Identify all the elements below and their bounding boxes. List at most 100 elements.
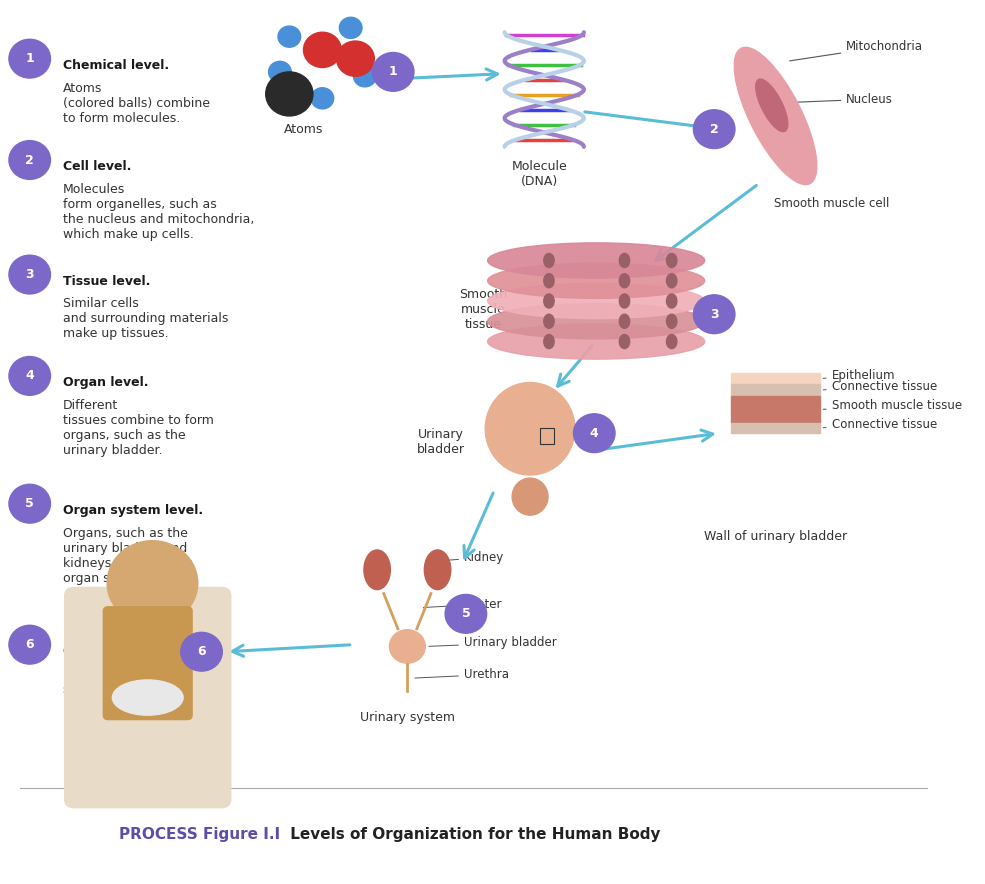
Text: Different
tissues combine to form
organs, such as the
urinary bladder.: Different tissues combine to form organs… xyxy=(63,399,214,457)
Text: Ureter: Ureter xyxy=(424,598,501,611)
Text: Smooth
muscle
tissue: Smooth muscle tissue xyxy=(459,288,507,332)
Text: Molecule
(DNA): Molecule (DNA) xyxy=(511,160,567,188)
Text: Similar cells
and surrounding materials
make up tissues.: Similar cells and surrounding materials … xyxy=(63,298,229,340)
Text: Chemical level.: Chemical level. xyxy=(63,58,168,72)
Ellipse shape xyxy=(620,294,629,308)
Ellipse shape xyxy=(620,314,629,328)
Circle shape xyxy=(107,541,198,625)
Text: Urethra: Urethra xyxy=(415,668,509,682)
Text: Smooth muscle cell: Smooth muscle cell xyxy=(774,197,889,210)
Ellipse shape xyxy=(620,274,629,288)
Text: Urinary
bladder: Urinary bladder xyxy=(417,428,464,456)
Text: Atoms: Atoms xyxy=(284,123,323,136)
Circle shape xyxy=(181,632,223,671)
Circle shape xyxy=(9,39,50,78)
Ellipse shape xyxy=(486,383,575,475)
Ellipse shape xyxy=(620,334,629,348)
Bar xyxy=(540,428,554,444)
Circle shape xyxy=(9,255,50,294)
Text: Organ
systems make up an
organism.: Organ systems make up an organism. xyxy=(63,667,192,711)
Ellipse shape xyxy=(488,303,704,339)
Ellipse shape xyxy=(544,254,555,268)
Circle shape xyxy=(269,61,292,82)
Circle shape xyxy=(693,295,735,333)
Text: 3: 3 xyxy=(26,268,34,281)
Bar xyxy=(731,396,821,423)
Text: Wall of urinary bladder: Wall of urinary bladder xyxy=(704,530,847,543)
Bar xyxy=(731,423,821,433)
Text: 6: 6 xyxy=(26,638,34,652)
Text: 5: 5 xyxy=(26,497,34,510)
Ellipse shape xyxy=(112,680,183,715)
Circle shape xyxy=(337,41,374,76)
Ellipse shape xyxy=(755,79,788,132)
Ellipse shape xyxy=(512,478,548,515)
FancyBboxPatch shape xyxy=(103,606,192,720)
Circle shape xyxy=(340,18,362,38)
Text: Nucleus: Nucleus xyxy=(786,93,893,106)
Circle shape xyxy=(303,32,341,67)
Text: Epithelium: Epithelium xyxy=(823,369,895,382)
Text: Atoms
(colored balls) combine
to form molecules.: Atoms (colored balls) combine to form mo… xyxy=(63,81,210,125)
Circle shape xyxy=(372,52,414,91)
Circle shape xyxy=(311,88,334,109)
Text: Urinary bladder: Urinary bladder xyxy=(429,636,557,650)
Text: 1: 1 xyxy=(26,52,34,65)
Text: 1: 1 xyxy=(389,65,398,79)
Ellipse shape xyxy=(488,284,704,318)
Text: Smooth muscle tissue: Smooth muscle tissue xyxy=(823,400,961,413)
Text: Organs, such as the
urinary bladder and
kidneys, make up an
organ system.: Organs, such as the urinary bladder and … xyxy=(63,527,193,584)
Ellipse shape xyxy=(488,243,704,278)
Circle shape xyxy=(266,72,313,116)
Ellipse shape xyxy=(667,334,677,348)
Ellipse shape xyxy=(544,294,555,308)
Text: 4: 4 xyxy=(590,427,599,439)
Text: Molecules
form organelles, such as
the nucleus and mitochondria,
which make up c: Molecules form organelles, such as the n… xyxy=(63,183,254,241)
Text: Connective tissue: Connective tissue xyxy=(823,380,937,393)
Ellipse shape xyxy=(667,274,677,288)
Text: 3: 3 xyxy=(710,308,718,321)
Text: Mitochondria: Mitochondria xyxy=(790,40,923,61)
FancyBboxPatch shape xyxy=(65,587,230,808)
Ellipse shape xyxy=(734,47,817,185)
Circle shape xyxy=(9,141,50,179)
Text: Organism level.: Organism level. xyxy=(63,644,172,658)
Text: Tissue level.: Tissue level. xyxy=(63,275,150,287)
Text: Organ level.: Organ level. xyxy=(63,376,149,389)
Circle shape xyxy=(693,110,735,149)
Text: Kidney: Kidney xyxy=(440,551,504,564)
Ellipse shape xyxy=(389,629,426,663)
Ellipse shape xyxy=(488,324,704,359)
Circle shape xyxy=(9,484,50,523)
Text: Levels of Organization for the Human Body: Levels of Organization for the Human Bod… xyxy=(285,827,660,842)
Text: Organism: Organism xyxy=(117,786,178,798)
Text: 2: 2 xyxy=(710,123,718,135)
Text: 5: 5 xyxy=(462,607,470,621)
Circle shape xyxy=(573,414,615,453)
Ellipse shape xyxy=(620,254,629,268)
Text: 2: 2 xyxy=(26,154,34,166)
Text: 6: 6 xyxy=(197,645,206,659)
Text: Connective tissue: Connective tissue xyxy=(823,418,937,431)
Circle shape xyxy=(354,65,376,87)
Ellipse shape xyxy=(667,314,677,328)
Ellipse shape xyxy=(544,314,555,328)
Ellipse shape xyxy=(544,274,555,288)
Circle shape xyxy=(9,625,50,664)
Ellipse shape xyxy=(425,550,451,590)
Text: Cell level.: Cell level. xyxy=(63,160,131,173)
Ellipse shape xyxy=(544,334,555,348)
Circle shape xyxy=(445,594,487,633)
Ellipse shape xyxy=(667,254,677,268)
Text: 4: 4 xyxy=(26,370,34,383)
Circle shape xyxy=(9,356,50,395)
Circle shape xyxy=(278,26,300,47)
Bar xyxy=(731,384,821,396)
Text: Organ system level.: Organ system level. xyxy=(63,504,203,516)
Ellipse shape xyxy=(488,263,704,299)
Text: PROCESS Figure I.I: PROCESS Figure I.I xyxy=(119,827,280,842)
Text: Urinary system: Urinary system xyxy=(360,711,455,724)
Ellipse shape xyxy=(667,294,677,308)
Ellipse shape xyxy=(363,550,390,590)
Bar xyxy=(731,373,821,384)
